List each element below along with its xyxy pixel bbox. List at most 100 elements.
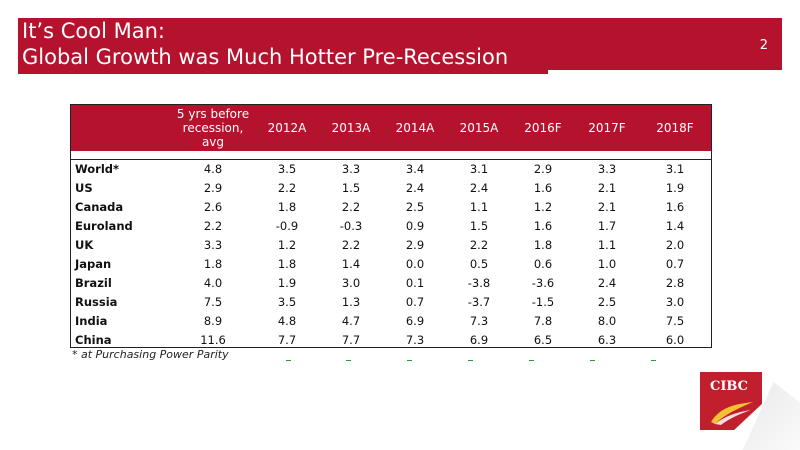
avg-cell: 2.2	[203, 218, 223, 233]
value-cell: 1.6	[665, 199, 685, 214]
value-cell: 0.7	[665, 256, 685, 271]
value-cell: 0.6	[533, 256, 553, 271]
header-country	[71, 105, 171, 151]
value-cell: 1.4	[665, 218, 685, 233]
header-year: 2018F	[656, 121, 694, 135]
title-bar: It’s Cool Man: Global Growth was Much Ho…	[18, 18, 782, 76]
value-cell: 1.4	[341, 256, 361, 271]
value-cell: 1.2	[277, 237, 297, 252]
value-cell: 2.0	[665, 237, 685, 252]
value-cell: 2.4	[469, 180, 489, 195]
footnote: * at Purchasing Power Parity	[72, 348, 229, 361]
header-avg-line-2: recession, avg	[182, 121, 244, 149]
value-cell: 4.8	[277, 313, 297, 328]
value-cell: 2.8	[665, 275, 685, 290]
value-cell: 6.0	[665, 332, 685, 347]
value-cell: 1.5	[341, 180, 361, 195]
value-cell: 6.9	[405, 313, 425, 328]
value-cell: 6.9	[469, 332, 489, 347]
slide-title: It’s Cool Man: Global Growth was Much Ho…	[22, 18, 508, 70]
value-cell: 2.1	[597, 180, 617, 195]
value-cell: 1.1	[469, 199, 489, 214]
table-row: UK 3.3 1.2 2.2 2.9 2.2 1.8 1.1 2.0	[71, 235, 711, 254]
slide-number: 2	[759, 38, 768, 53]
logo-swoosh-icon	[711, 402, 753, 425]
value-cell: 1.7	[597, 218, 617, 233]
table-header-row: 5 yrs before recession, avg 2012A 2013A …	[71, 105, 711, 151]
value-cell: 0.7	[405, 294, 425, 309]
avg-cell: 3.3	[203, 237, 223, 252]
header-year: 2017F	[588, 121, 626, 135]
avg-cell: 11.6	[200, 332, 226, 347]
avg-cell: 2.6	[203, 199, 223, 214]
table-row: Japan 1.8 1.8 1.4 0.0 0.5 0.6 1.0 0.7	[71, 254, 711, 273]
value-cell: 7.5	[665, 313, 685, 328]
value-cell: 2.2	[341, 199, 361, 214]
header-year: 2013A	[331, 121, 371, 135]
value-cell: 2.4	[597, 275, 617, 290]
value-cell: 0.0	[405, 256, 425, 271]
country-cell: China	[75, 332, 112, 347]
decor-dash	[590, 360, 595, 361]
table-row: Brazil 4.0 1.9 3.0 0.1 -3.8 -3.6 2.4 2.8	[71, 273, 711, 292]
value-cell: 1.9	[665, 180, 685, 195]
header-pre-recession-avg: 5 yrs before recession, avg	[171, 105, 255, 151]
logo-text: CIBC	[710, 379, 749, 394]
value-cell: 0.1	[405, 275, 425, 290]
value-cell: 7.7	[277, 332, 297, 347]
decor-dash	[468, 360, 473, 361]
value-cell: 2.2	[277, 180, 297, 195]
avg-cell: 4.8	[171, 158, 255, 178]
header-gap	[71, 151, 711, 159]
country-cell: Japan	[75, 256, 112, 271]
value-cell: 1.3	[341, 294, 361, 309]
avg-cell: 2.9	[203, 180, 223, 195]
value-cell: 3.5	[277, 294, 297, 309]
value-cell: 3.0	[341, 275, 361, 290]
value-cell: 1.8	[277, 199, 297, 214]
value-cell: 2.5	[597, 294, 617, 309]
value-cell: 1.5	[469, 218, 489, 233]
value-cell: 3.0	[665, 294, 685, 309]
value-cell: 1.2	[533, 199, 553, 214]
value-cell: 8.0	[597, 313, 617, 328]
avg-cell: 4.0	[203, 275, 223, 290]
header-avg-line-1: 5 yrs before	[176, 107, 250, 121]
avg-cell: 8.9	[203, 313, 223, 328]
header-year: 2014A	[395, 121, 435, 135]
value-cell: 0.9	[405, 218, 425, 233]
value-cell: 1.9	[277, 275, 297, 290]
title-line-1: It’s Cool Man:	[22, 19, 165, 43]
value-cell: 2.9	[405, 237, 425, 252]
country-cell: US	[75, 180, 93, 195]
value-cell: 2.9	[511, 158, 575, 178]
value-cell: -0.9	[275, 218, 299, 233]
value-cell: 2.2	[341, 237, 361, 252]
title-line-2: Global Growth was Much Hotter Pre-Recess…	[22, 45, 509, 69]
decor-dash	[407, 360, 412, 361]
value-cell: 3.3	[319, 158, 383, 178]
value-cell: 7.3	[405, 332, 425, 347]
decor-dash	[346, 360, 351, 361]
decor-dash	[651, 360, 656, 361]
value-cell: 3.4	[383, 158, 447, 178]
country-cell: World*	[71, 158, 171, 178]
country-cell: UK	[75, 237, 94, 252]
value-cell: -0.3	[339, 218, 363, 233]
avg-cell: 1.8	[203, 256, 223, 271]
value-cell: -3.7	[467, 294, 491, 309]
value-cell: 3.1	[447, 158, 511, 178]
value-cell: 4.7	[341, 313, 361, 328]
value-cell: 1.1	[597, 237, 617, 252]
country-cell: Russia	[75, 294, 118, 309]
table-row: Russia 7.5 3.5 1.3 0.7 -3.7 -1.5 2.5 3.0	[71, 292, 711, 311]
value-cell: 6.5	[533, 332, 553, 347]
value-cell: 7.7	[341, 332, 361, 347]
value-cell: 6.3	[597, 332, 617, 347]
header-year: 2016F	[524, 121, 562, 135]
value-cell: 1.6	[533, 180, 553, 195]
table-row: China 11.6 7.7 7.7 7.3 6.9 6.5 6.3 6.0	[71, 330, 711, 349]
table-row: India 8.9 4.8 4.7 6.9 7.3 7.8 8.0 7.5	[71, 311, 711, 330]
country-cell: Euroland	[75, 218, 133, 233]
value-cell: 7.3	[469, 313, 489, 328]
